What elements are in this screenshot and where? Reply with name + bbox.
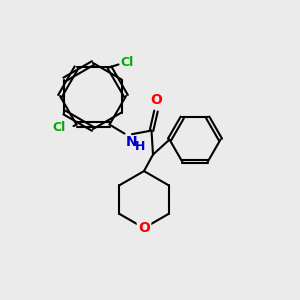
Text: N: N xyxy=(126,135,138,149)
Text: O: O xyxy=(150,94,162,107)
Text: Cl: Cl xyxy=(53,121,66,134)
Text: O: O xyxy=(138,221,150,235)
Text: Cl: Cl xyxy=(120,56,133,69)
Text: H: H xyxy=(135,140,146,153)
